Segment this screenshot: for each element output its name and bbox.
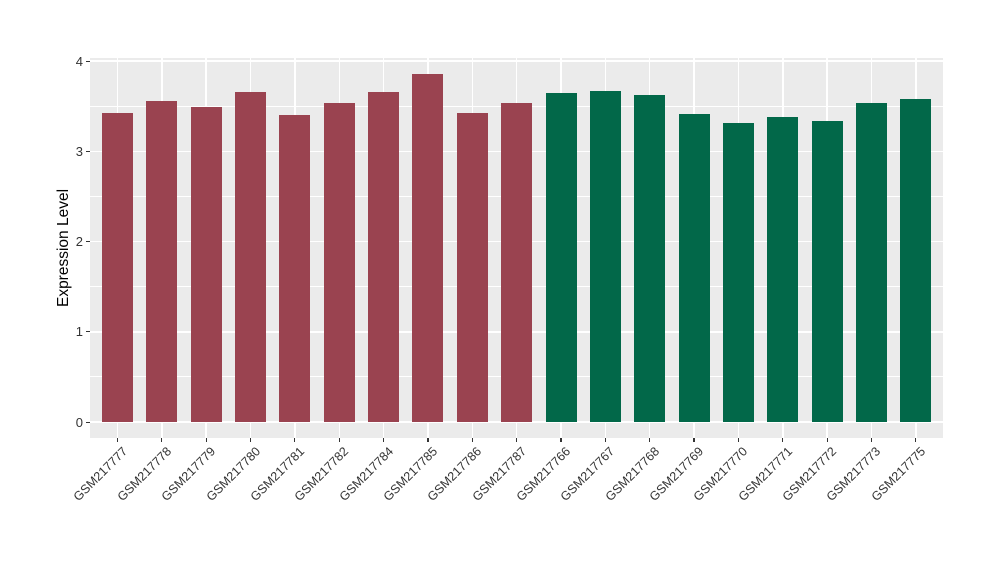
y-tick-label: 3 — [75, 143, 83, 159]
bar — [146, 100, 178, 422]
x-tick-mark — [915, 438, 917, 442]
x-tick-mark — [427, 438, 429, 442]
bar — [235, 91, 267, 422]
bar — [501, 103, 533, 422]
bar — [279, 115, 311, 422]
bar — [767, 116, 799, 422]
bar — [545, 92, 577, 422]
plot-panel — [90, 58, 943, 438]
y-tick-mark — [86, 331, 90, 333]
bar — [855, 102, 887, 422]
bar — [323, 102, 355, 422]
y-tick-label: 4 — [75, 53, 83, 69]
x-tick-mark — [383, 438, 385, 442]
x-tick-mark — [870, 438, 873, 442]
bar — [678, 114, 710, 422]
y-tick-mark — [86, 421, 90, 423]
x-tick-mark — [294, 438, 296, 442]
bar — [412, 73, 444, 422]
x-tick-mark — [782, 438, 784, 442]
x-tick-mark — [338, 438, 340, 442]
y-tick-label: 1 — [75, 324, 83, 340]
y-tick-mark — [86, 60, 90, 62]
y-tick-mark — [86, 150, 90, 152]
x-tick-mark — [649, 438, 651, 442]
bar — [368, 91, 400, 422]
x-tick-mark — [560, 438, 562, 442]
x-tick-mark — [516, 438, 518, 442]
x-tick-mark — [693, 438, 695, 442]
x-tick-mark — [161, 438, 163, 442]
bar — [456, 113, 488, 422]
y-tick-label: 0 — [75, 414, 83, 430]
x-tick-mark — [205, 438, 207, 442]
bar — [811, 120, 843, 422]
y-tick-mark — [86, 241, 90, 243]
x-tick-mark — [116, 438, 119, 442]
x-tick-mark — [249, 438, 252, 442]
x-tick-mark — [604, 438, 606, 442]
bar — [722, 123, 754, 422]
bar — [634, 95, 666, 422]
y-tick-label: 2 — [75, 234, 83, 249]
x-tick-mark — [471, 438, 473, 442]
x-tick-mark — [737, 438, 739, 442]
bar — [589, 90, 621, 422]
bar — [190, 107, 222, 422]
bar — [900, 98, 932, 422]
bar — [102, 113, 133, 422]
x-tick-mark — [826, 438, 828, 442]
y-axis-title: Expression Level — [55, 188, 72, 308]
